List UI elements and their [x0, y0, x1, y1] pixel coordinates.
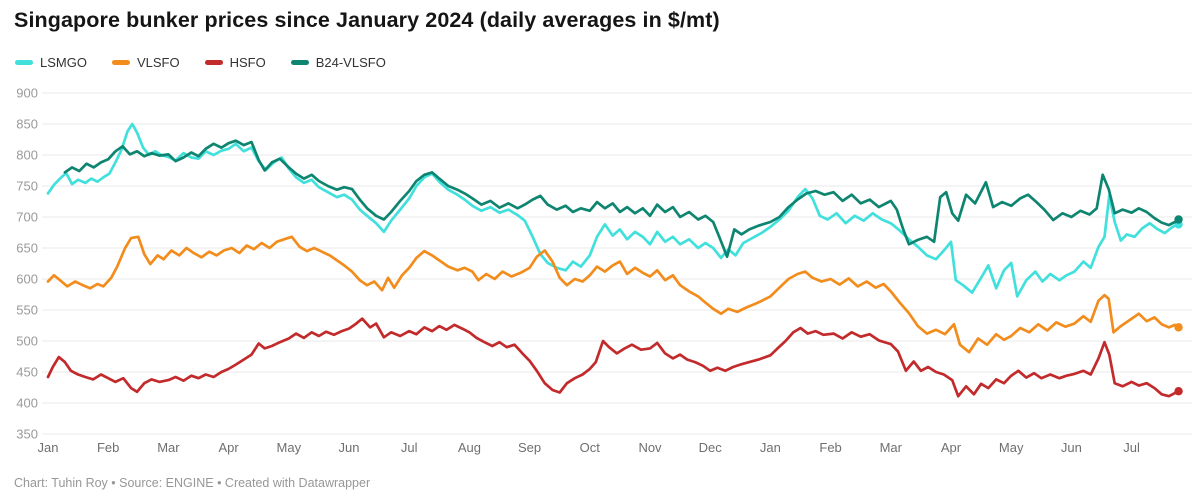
series-end-dot-hsfo	[1174, 387, 1183, 396]
series-line-hsfo[interactable]	[46, 317, 1180, 398]
chart-legend: LSMGO VLSFO HSFO B24-VLSFO	[15, 55, 386, 70]
legend-label-lsmgo: LSMGO	[40, 55, 87, 70]
y-axis-tick-label: 500	[16, 334, 38, 349]
y-axis-tick-label: 900	[16, 86, 38, 101]
x-axis-tick-label: Jul	[1123, 440, 1140, 455]
x-axis-tick-label: Sep	[518, 440, 541, 455]
legend-item-vlsfo: VLSFO	[111, 55, 180, 70]
x-axis-tick-label: Jun	[1061, 440, 1082, 455]
y-axis-tick-label: 450	[16, 365, 38, 380]
b24-vlsfo-swatch-icon	[290, 60, 309, 65]
legend-label-vlsfo: VLSFO	[136, 55, 180, 70]
x-axis-tick-label: Dec	[699, 440, 723, 455]
x-axis-tick-label: Jan	[38, 440, 59, 455]
x-axis-tick-label: May	[277, 440, 302, 455]
x-axis-tick-label: Jul	[401, 440, 418, 455]
x-axis-tick-label: Apr	[941, 440, 962, 455]
x-axis-tick-label: Mar	[157, 440, 180, 455]
x-axis-tick-label: Nov	[638, 440, 662, 455]
series-line-vlsfo[interactable]	[46, 235, 1180, 354]
x-axis-tick-label: Jan	[760, 440, 781, 455]
x-axis-tick-label: Apr	[218, 440, 239, 455]
x-axis-tick-label: Oct	[580, 440, 601, 455]
y-axis-tick-label: 650	[16, 241, 38, 256]
page-title: Singapore bunker prices since January 20…	[14, 8, 720, 32]
y-axis-tick-label: 400	[16, 396, 38, 411]
y-axis-tick-label: 600	[16, 272, 38, 287]
y-axis-tick-label: 700	[16, 210, 38, 225]
vlsfo-swatch-icon	[111, 60, 130, 65]
y-axis-tick-label: 800	[16, 148, 38, 163]
series-end-dot-vlsfo	[1174, 323, 1183, 332]
series-line-b24-vlsfo[interactable]	[63, 139, 1180, 259]
y-axis-tick-label: 550	[16, 303, 38, 318]
legend-item-lsmgo: LSMGO	[15, 55, 87, 70]
x-axis-tick-label: Feb	[97, 440, 119, 455]
x-axis-tick-label: Jun	[339, 440, 360, 455]
x-axis-tick-label: Aug	[458, 440, 481, 455]
legend-item-b24-vlsfo: B24-VLSFO	[290, 55, 386, 70]
y-axis-tick-label: 850	[16, 117, 38, 132]
x-axis-tick-label: May	[999, 440, 1024, 455]
series-end-dot-b24-vlsfo	[1174, 215, 1183, 224]
y-axis-tick-label: 350	[16, 427, 38, 442]
x-axis-tick-label: Feb	[819, 440, 841, 455]
legend-item-hsfo: HSFO	[204, 55, 266, 70]
legend-label-hsfo: HSFO	[229, 55, 266, 70]
hsfo-swatch-icon	[204, 60, 223, 65]
lsmgo-swatch-icon	[15, 60, 33, 65]
y-axis-tick-label: 750	[16, 179, 38, 194]
series-line-lsmgo[interactable]	[46, 122, 1180, 298]
x-axis-tick-label: Mar	[880, 440, 903, 455]
attribution-footer: Chart: Tuhin Roy • Source: ENGINE • Crea…	[14, 476, 371, 490]
legend-label-b24-vlsfo: B24-VLSFO	[315, 55, 386, 70]
